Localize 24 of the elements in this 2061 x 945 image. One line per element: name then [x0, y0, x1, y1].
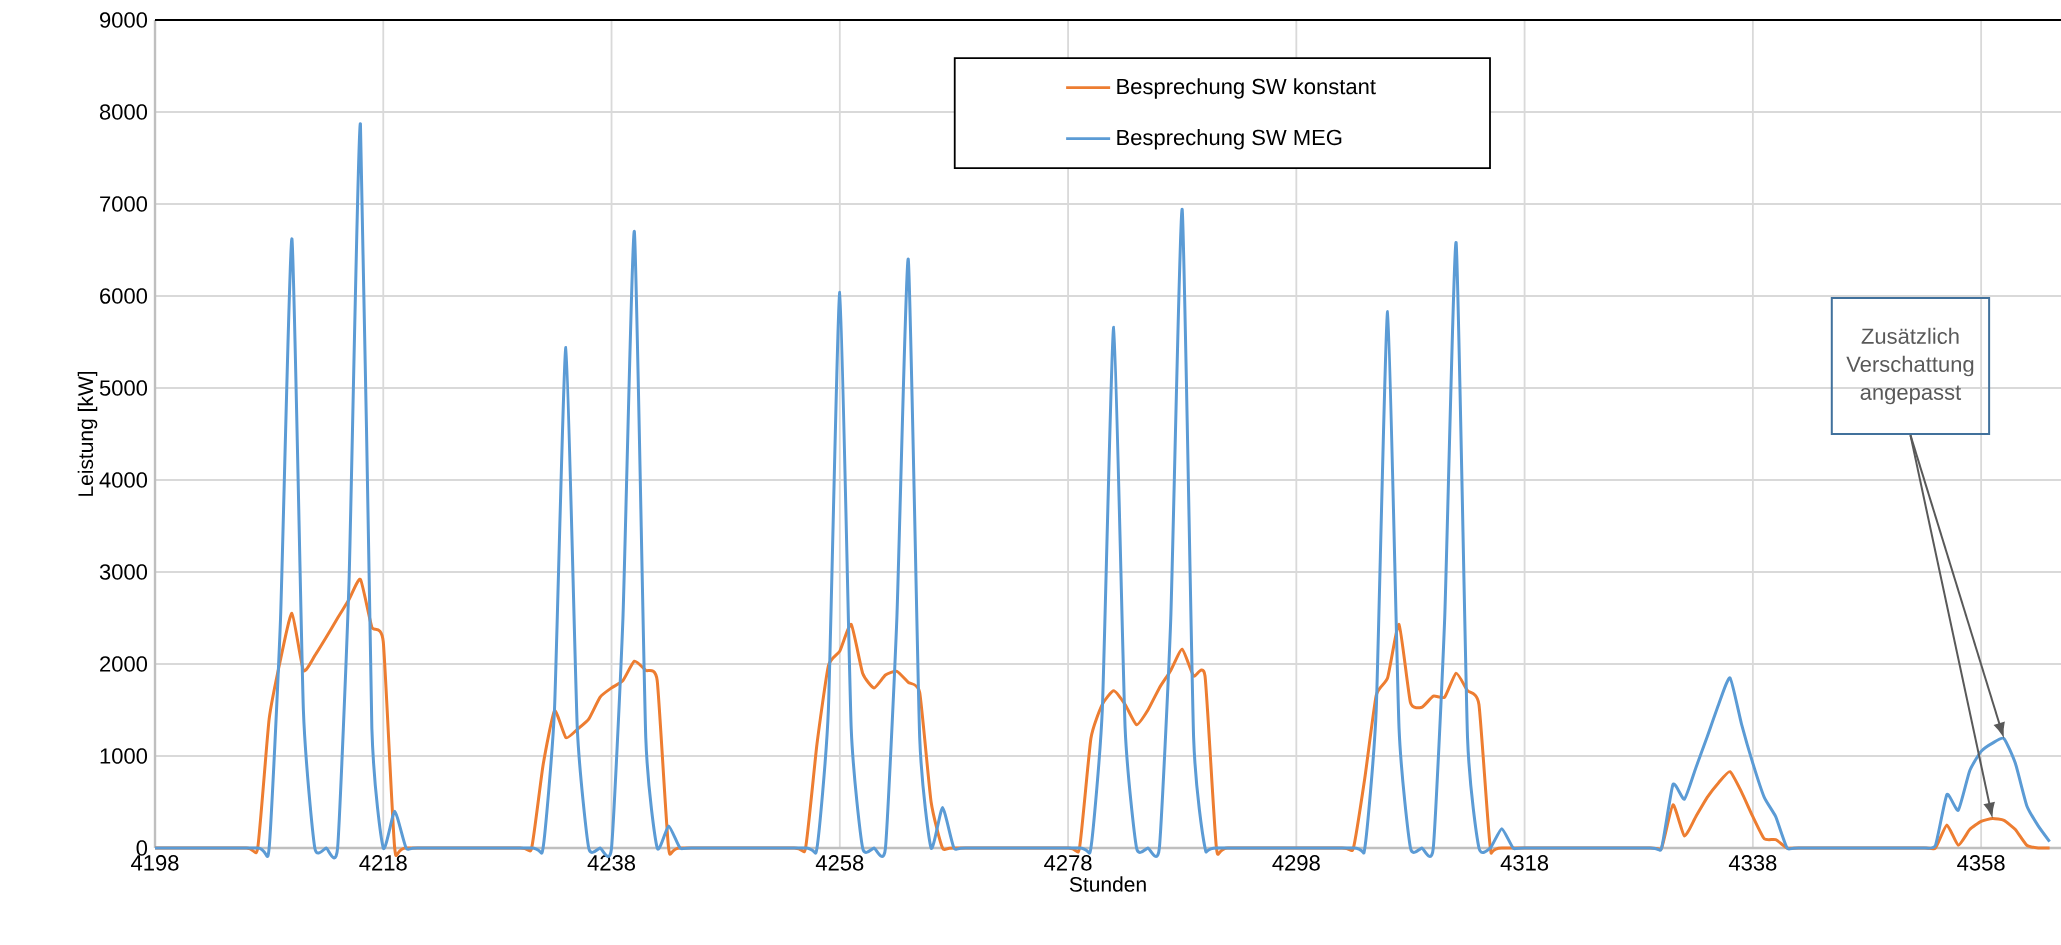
x-tick-label: 4358 — [1957, 855, 2005, 871]
y-tick-label: 9000 — [100, 12, 148, 28]
x-tick-label: 4298 — [1272, 855, 1320, 871]
x-axis-title: Stunden — [1069, 876, 1146, 892]
y-tick-label: 1000 — [100, 748, 148, 764]
y-axis-title: Leistung [kW] — [77, 371, 98, 496]
y-tick-label: 7000 — [100, 196, 148, 212]
x-tick-label: 4338 — [1728, 855, 1777, 871]
x-tick-label: 4238 — [587, 855, 636, 871]
legend-label: Besprechung SW MEG — [1117, 129, 1342, 150]
legend-label: Besprechung SW konstant — [1117, 78, 1376, 99]
y-tick-label: 4000 — [99, 472, 148, 488]
annotation: Zusätzlich Verschattung angepasst — [1846, 327, 1974, 405]
y-tick-label: 8000 — [99, 104, 148, 120]
y-tick-label: 0 — [136, 840, 148, 856]
x-tick-label: 4258 — [815, 855, 864, 871]
y-tick-label: 6000 — [100, 288, 148, 304]
x-tick-label: 4198 — [131, 855, 179, 871]
y-tick-label: 5000 — [99, 380, 148, 396]
x-tick-label: 4318 — [1500, 855, 1549, 871]
x-tick-label: 4278 — [1044, 855, 1092, 871]
x-tick-label: 4218 — [359, 855, 407, 871]
y-tick-label: 2000 — [100, 656, 148, 672]
y-tick-label: 3000 — [99, 564, 148, 580]
